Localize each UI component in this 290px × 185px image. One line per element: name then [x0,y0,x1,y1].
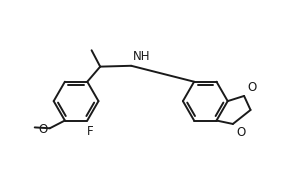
Text: NH: NH [133,50,150,63]
Text: O: O [236,126,245,139]
Text: F: F [86,125,93,138]
Text: O: O [39,123,48,136]
Text: O: O [247,81,256,94]
